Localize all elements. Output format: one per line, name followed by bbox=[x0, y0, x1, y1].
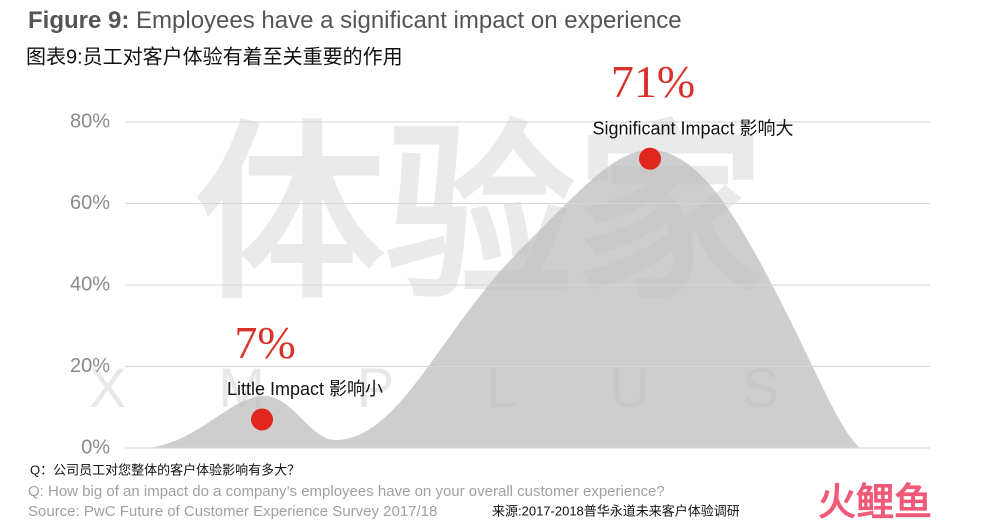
y-tick-label: 0% bbox=[81, 436, 110, 458]
y-tick-label: 60% bbox=[70, 192, 110, 214]
question-cn: Q：公司员工对您整体的客户体验影响有多大？ bbox=[30, 462, 300, 477]
title-text: Employees have a significant impact on e… bbox=[136, 7, 682, 34]
question: Q: How big of an impact do a company’s e… bbox=[28, 483, 665, 500]
value-label: 71% bbox=[611, 56, 695, 107]
title-label: Figure 9: bbox=[28, 7, 129, 34]
mountain-shape bbox=[150, 150, 860, 448]
value-label: 7% bbox=[234, 317, 295, 368]
y-tick-label: 20% bbox=[70, 355, 110, 377]
y-tick-label: 80% bbox=[70, 110, 110, 132]
source-cn: 来源:2017-2018普华永道未来客户体验调研 bbox=[492, 503, 740, 518]
y-tick-label: 40% bbox=[70, 273, 110, 295]
category-label: Significant Impact 影响大 bbox=[592, 118, 793, 138]
chart-title: Figure 9: Employees have a significant i… bbox=[28, 7, 682, 34]
chart-subtitle: 图表9:员工对客户体验有着至关重要的作用 bbox=[26, 45, 403, 68]
data-point bbox=[251, 408, 273, 431]
source: Source: PwC Future of Customer Experienc… bbox=[28, 503, 437, 520]
category-label: Little Impact 影响小 bbox=[227, 379, 383, 399]
logo: 火鲤鱼 bbox=[818, 482, 932, 524]
data-point bbox=[639, 147, 661, 170]
